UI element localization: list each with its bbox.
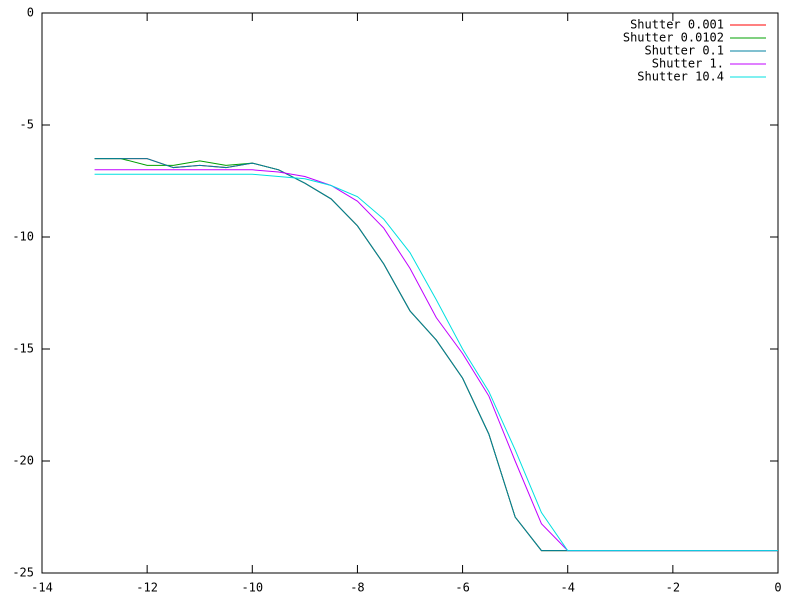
- y-tick-label: -20: [12, 454, 34, 468]
- x-tick-label: -4: [560, 581, 574, 595]
- series-line: [94, 158, 778, 552]
- series-line: [94, 158, 778, 552]
- x-tick-label: -12: [136, 581, 158, 595]
- series-line: [94, 173, 778, 552]
- y-tick-label: -10: [12, 230, 34, 244]
- x-tick-label: -10: [241, 581, 263, 595]
- legend-label: Shutter 0.001: [630, 18, 724, 32]
- x-tick-label: -8: [350, 581, 364, 595]
- y-tick-label: -25: [12, 566, 34, 580]
- y-tick-label: -5: [20, 118, 34, 132]
- plot-frame: [41, 12, 779, 574]
- series-line: [94, 158, 778, 552]
- x-tick-label: -14: [31, 581, 53, 595]
- legend-label: Shutter 1.: [652, 57, 724, 71]
- legend-label: Shutter 10.4: [637, 70, 724, 84]
- legend-label: Shutter 0.0102: [623, 31, 724, 45]
- series-line: [94, 169, 778, 552]
- x-tick-label: -6: [455, 581, 469, 595]
- legend-label: Shutter 0.1: [645, 44, 724, 58]
- y-tick-label: -15: [12, 342, 34, 356]
- x-tick-label: -2: [666, 581, 680, 595]
- x-tick-label: 0: [774, 581, 781, 595]
- y-tick-label: 0: [27, 6, 34, 20]
